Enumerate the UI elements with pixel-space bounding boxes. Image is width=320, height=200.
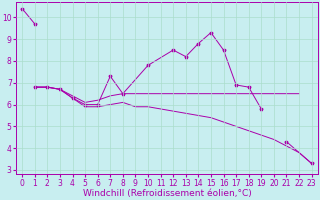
X-axis label: Windchill (Refroidissement éolien,°C): Windchill (Refroidissement éolien,°C) [83,189,251,198]
